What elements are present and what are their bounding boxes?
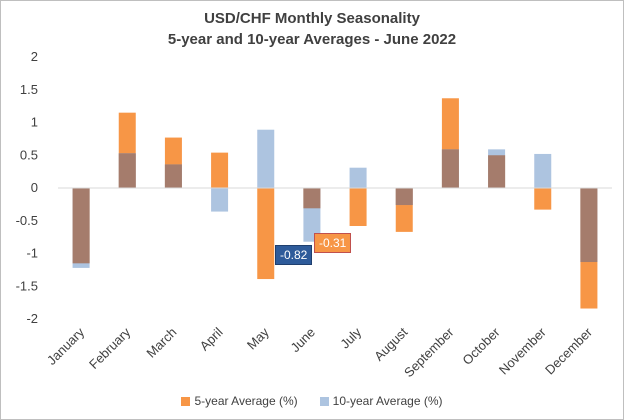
bar-overlap-february	[118, 153, 136, 188]
x-tick-label: February	[86, 324, 134, 372]
y-tick-label: 0	[31, 180, 38, 195]
bar-10-year-april	[211, 188, 229, 212]
bar-overlap-december	[580, 188, 598, 263]
y-tick-label: 2	[31, 49, 38, 64]
bar-5-year-july	[349, 188, 367, 226]
bar-10-year-july	[349, 167, 367, 188]
bar-overlap-october	[488, 155, 506, 188]
bar-overlap-june	[303, 188, 321, 209]
bar-overlap-january	[72, 188, 90, 264]
bar-5-year-november	[534, 188, 552, 210]
chart-title: USD/CHF Monthly Seasonality	[204, 10, 420, 27]
x-tick-label: March	[143, 325, 179, 361]
x-tick-label: July	[337, 324, 364, 351]
chart-subtitle: 5-year and 10-year Averages - June 2022	[167, 31, 457, 48]
legend-swatch-5-year	[181, 396, 191, 406]
legend-swatch-10-year	[319, 396, 329, 406]
y-tick-label: -1	[26, 246, 38, 261]
x-tick-label: May	[244, 324, 272, 352]
x-tick-label: June	[287, 325, 318, 356]
x-tick-label: January	[44, 324, 88, 368]
bar-overlap-september	[441, 149, 459, 188]
legend-item-5-year: 5-year Average (%)	[181, 394, 298, 408]
bar-5-year-april	[211, 152, 229, 188]
x-tick-label: September	[401, 324, 457, 380]
x-tick-label: November	[496, 324, 549, 377]
y-tick-label: -1.5	[16, 278, 38, 293]
bar-overlap-march	[164, 164, 182, 188]
y-tick-label: 1.5	[20, 82, 38, 97]
legend-item-10-year: 10-year Average (%)	[319, 394, 443, 408]
legend: 5-year Average (%) 10-year Average (%)	[0, 394, 624, 408]
bar-10-year-november	[534, 153, 552, 188]
y-tick-label: -0.5	[16, 213, 38, 228]
x-tick-label: August	[371, 324, 410, 363]
bar-10-year-may	[257, 129, 275, 188]
x-tick-label: October	[459, 324, 503, 368]
legend-label-10-year: 10-year Average (%)	[332, 394, 443, 408]
y-tick-label: -2	[26, 311, 38, 326]
legend-label-5-year: 5-year Average (%)	[194, 394, 298, 408]
y-tick-label: 1	[31, 115, 38, 130]
bar-5-year-may	[257, 188, 275, 280]
annotation-june-5-year: -0.31	[314, 233, 352, 253]
x-tick-label: April	[197, 324, 226, 353]
bar-overlap-august	[395, 188, 413, 206]
annotation-june-10-year: -0.82	[275, 245, 313, 265]
y-tick-label: 0.5	[20, 147, 38, 162]
x-tick-label: December	[542, 324, 595, 377]
